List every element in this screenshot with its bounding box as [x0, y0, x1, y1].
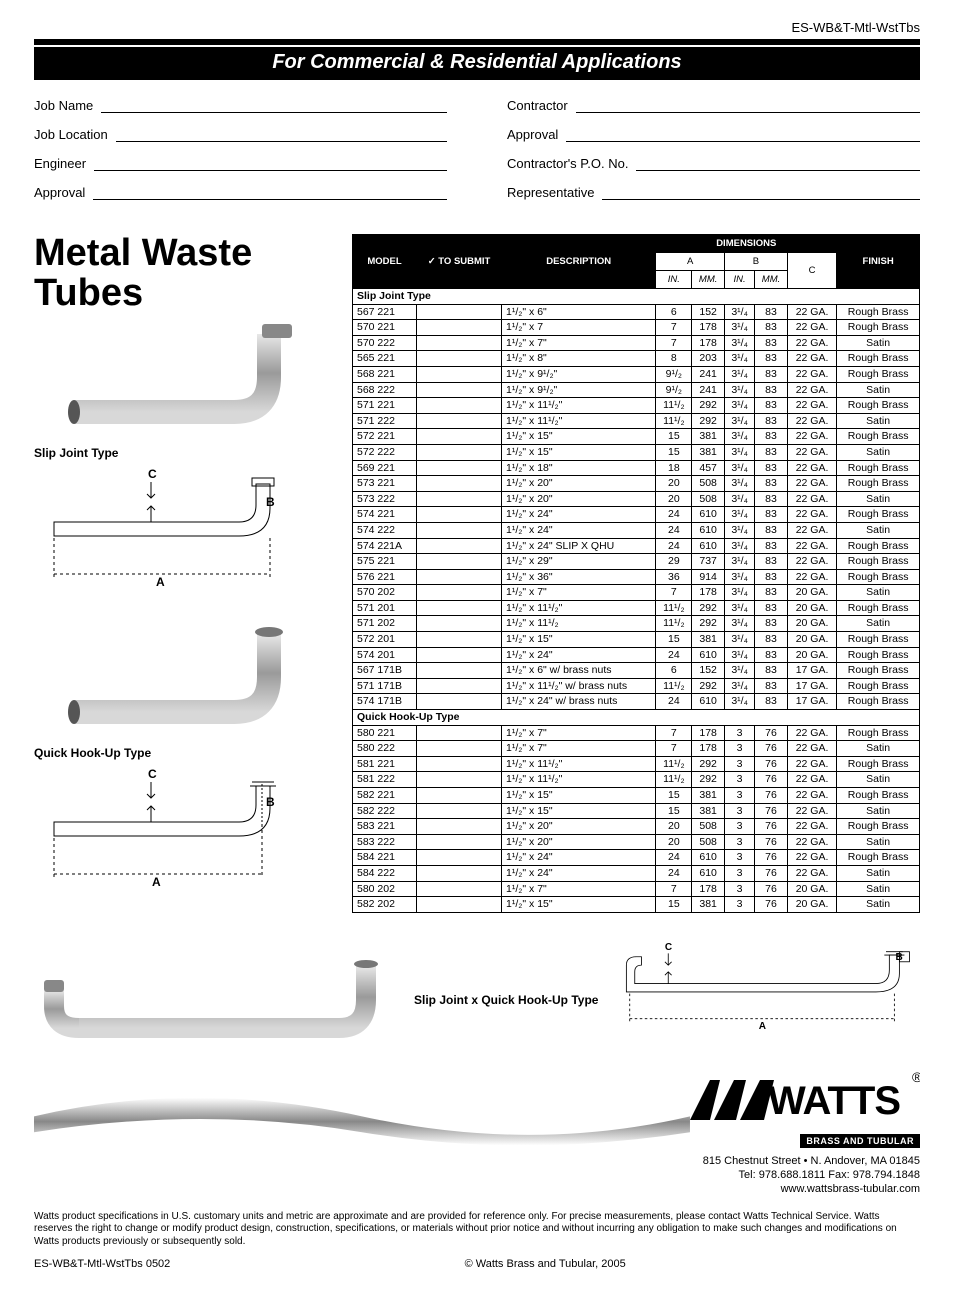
disclaimer: Watts product specifications in U.S. cus…	[34, 1211, 920, 1249]
table-row: 570 2211¹/₂" x 771783¹/₄8322 GA.Rough Br…	[353, 320, 920, 336]
table-row: 568 2211¹/₂" x 9¹/₂"9¹/₂2413¹/₄8322 GA.R…	[353, 366, 920, 382]
table-row: 573 2221¹/₂" x 20"205083¹/₄8322 GA.Satin	[353, 491, 920, 507]
table-row: 571 2221¹/₂" x 11¹/₂"11¹/₂2923¹/₄8322 GA…	[353, 413, 920, 429]
section-header: Slip Joint Type	[353, 289, 920, 305]
form-block: Job Name Job Location Engineer Approval Con…	[34, 98, 920, 214]
banner-text: For Commercial & Residential Application…	[34, 47, 920, 80]
table-row: 573 2211¹/₂" x 20"205083¹/₄8322 GA.Rough…	[353, 476, 920, 492]
form-label: Approval	[507, 127, 566, 142]
svg-text:A: A	[759, 1021, 766, 1032]
form-field[interactable]: Approval	[507, 127, 920, 142]
table-row: 572 2211¹/₂" x 15"153813¹/₄8322 GA.Rough…	[353, 429, 920, 445]
doc-code-top: ES-WB&T-Mtl-WstTbs	[34, 20, 920, 35]
table-row: 584 2221¹/₂" x 24"2461037622 GA.Satin	[353, 865, 920, 881]
footer-left: ES-WB&T-Mtl-WstTbs 0502	[34, 1258, 170, 1270]
table-row: 572 2221¹/₂" x 15"153813¹/₄8322 GA.Satin	[353, 444, 920, 460]
form-label: Engineer	[34, 156, 94, 171]
table-row: 584 2211¹/₂" x 24"2461037622 GA.Rough Br…	[353, 850, 920, 866]
svg-text:A: A	[152, 875, 161, 889]
table-row: 574 2011¹/₂" x 24"246103¹/₄8320 GA.Rough…	[353, 647, 920, 663]
svg-text:C: C	[665, 942, 672, 953]
decorative-wave	[34, 1074, 690, 1144]
form-field[interactable]: Contractor	[507, 98, 920, 113]
table-row: 565 2211¹/₂" x 8"82033¹/₄8322 GA.Rough B…	[353, 351, 920, 367]
spec-table: MODEL ✓ TO SUBMIT DESCRIPTION DIMENSIONS…	[352, 234, 920, 913]
table-row: 582 2021¹/₂" x 15"1538137620 GA.Satin	[353, 897, 920, 913]
form-field[interactable]: Contractor's P.O. No.	[507, 156, 920, 171]
form-field[interactable]: Approval	[34, 185, 447, 200]
form-label: Contractor	[507, 98, 576, 113]
table-row: 572 2011¹/₂" x 15"153813¹/₄8320 GA.Rough…	[353, 632, 920, 648]
form-field[interactable]: Representative	[507, 185, 920, 200]
form-field[interactable]: Job Name	[34, 98, 447, 113]
form-label: Approval	[34, 185, 93, 200]
footer: ES-WB&T-Mtl-WstTbs 0502 © Watts Brass an…	[34, 1258, 920, 1270]
table-row: 581 2211¹/₂" x 11¹/₂"11¹/₂29237622 GA.Ro…	[353, 756, 920, 772]
pipe-image-3	[34, 950, 394, 1050]
table-row: 576 2211¹/₂" x 36"369143¹/₄8322 GA.Rough…	[353, 569, 920, 585]
diagram1-label: Slip Joint Type	[34, 446, 334, 460]
table-row: 574 2211¹/₂" x 24"246103¹/₄8322 GA.Rough…	[353, 507, 920, 523]
address: 815 Chestnut Street • N. Andover, MA 018…	[34, 1154, 920, 1197]
svg-text:C: C	[148, 767, 157, 781]
svg-text:WATTS: WATTS	[768, 1079, 900, 1123]
section-header: Quick Hook-Up Type	[353, 710, 920, 726]
table-row: 580 2021¹/₂" x 7"717837620 GA.Satin	[353, 881, 920, 897]
pipe-image-2	[34, 622, 334, 732]
table-row: 583 2221¹/₂" x 20"2050837622 GA.Satin	[353, 834, 920, 850]
table-row: 571 2011¹/₂" x 11¹/₂"11¹/₂2923¹/₄8320 GA…	[353, 600, 920, 616]
table-row: 570 2221¹/₂" x 7"71783¹/₄8322 GA.Satin	[353, 335, 920, 351]
table-row: 570 2021¹/₂" x 7"71783¹/₄8320 GA.Satin	[353, 585, 920, 601]
table-row: 574 171B1¹/₂" x 24" w/ brass nuts246103¹…	[353, 694, 920, 710]
table-row: 582 2221¹/₂" x 15"1538137622 GA.Satin	[353, 803, 920, 819]
diagram3-label: Slip Joint x Quick Hook-Up Type	[414, 993, 598, 1007]
form-label: Contractor's P.O. No.	[507, 156, 636, 171]
diagram-slip-joint: C B A	[34, 464, 294, 604]
logo: WATTS ® BRASS AND TUBULAR	[690, 1070, 920, 1148]
table-row: 574 2221¹/₂" x 24"246103¹/₄8322 GA.Satin	[353, 522, 920, 538]
banner: For Commercial & Residential Application…	[34, 39, 920, 80]
table-row: 568 2221¹/₂" x 9¹/₂"9¹/₂2413¹/₄8322 GA.S…	[353, 382, 920, 398]
table-row: 582 2211¹/₂" x 15"1538137622 GA.Rough Br…	[353, 788, 920, 804]
table-row: 583 2211¹/₂" x 20"2050837622 GA.Rough Br…	[353, 819, 920, 835]
logo-subtitle: BRASS AND TUBULAR	[800, 1134, 920, 1148]
diagram-quick-hookup: C B A	[34, 764, 294, 904]
diagram-slip-x-qhu: C B A	[618, 940, 920, 1060]
svg-text:A: A	[156, 575, 165, 589]
table-row: 571 171B1¹/₂" x 11¹/₂" w/ brass nuts11¹/…	[353, 678, 920, 694]
form-field[interactable]: Job Location	[34, 127, 447, 142]
diagram2-label: Quick Hook-Up Type	[34, 746, 334, 760]
table-row: 569 2211¹/₂" x 18"184573¹/₄8322 GA.Rough…	[353, 460, 920, 476]
svg-text:®: ®	[912, 1070, 920, 1085]
svg-text:C: C	[148, 467, 157, 481]
table-row: 575 2211¹/₂" x 29"297373¹/₄8322 GA.Rough…	[353, 554, 920, 570]
table-row: 571 2211¹/₂" x 11¹/₂"11¹/₂2923¹/₄8322 GA…	[353, 398, 920, 414]
product-title: Metal WasteTubes	[34, 234, 334, 314]
table-row: 580 2221¹/₂" x 7"717837622 GA.Satin	[353, 741, 920, 757]
table-row: 571 2021¹/₂" x 11¹/₂11¹/₂2923¹/₄8320 GA.…	[353, 616, 920, 632]
table-row: 581 2221¹/₂" x 11¹/₂"11¹/₂29237622 GA.Sa…	[353, 772, 920, 788]
footer-center: © Watts Brass and Tubular, 2005	[465, 1258, 626, 1270]
pipe-image-1	[34, 322, 334, 432]
table-row: 574 221A1¹/₂" x 24" SLIP X QHU246103¹/₄8…	[353, 538, 920, 554]
form-label: Job Location	[34, 127, 116, 142]
table-row: 580 2211¹/₂" x 7"717837622 GA.Rough Bras…	[353, 725, 920, 741]
table-row: 567 2211¹/₂" x 6"61523¹/₄8322 GA.Rough B…	[353, 304, 920, 320]
form-label: Representative	[507, 185, 602, 200]
form-field[interactable]: Engineer	[34, 156, 447, 171]
form-label: Job Name	[34, 98, 101, 113]
table-row: 567 171B1¹/₂" x 6" w/ brass nuts61523¹/₄…	[353, 663, 920, 679]
